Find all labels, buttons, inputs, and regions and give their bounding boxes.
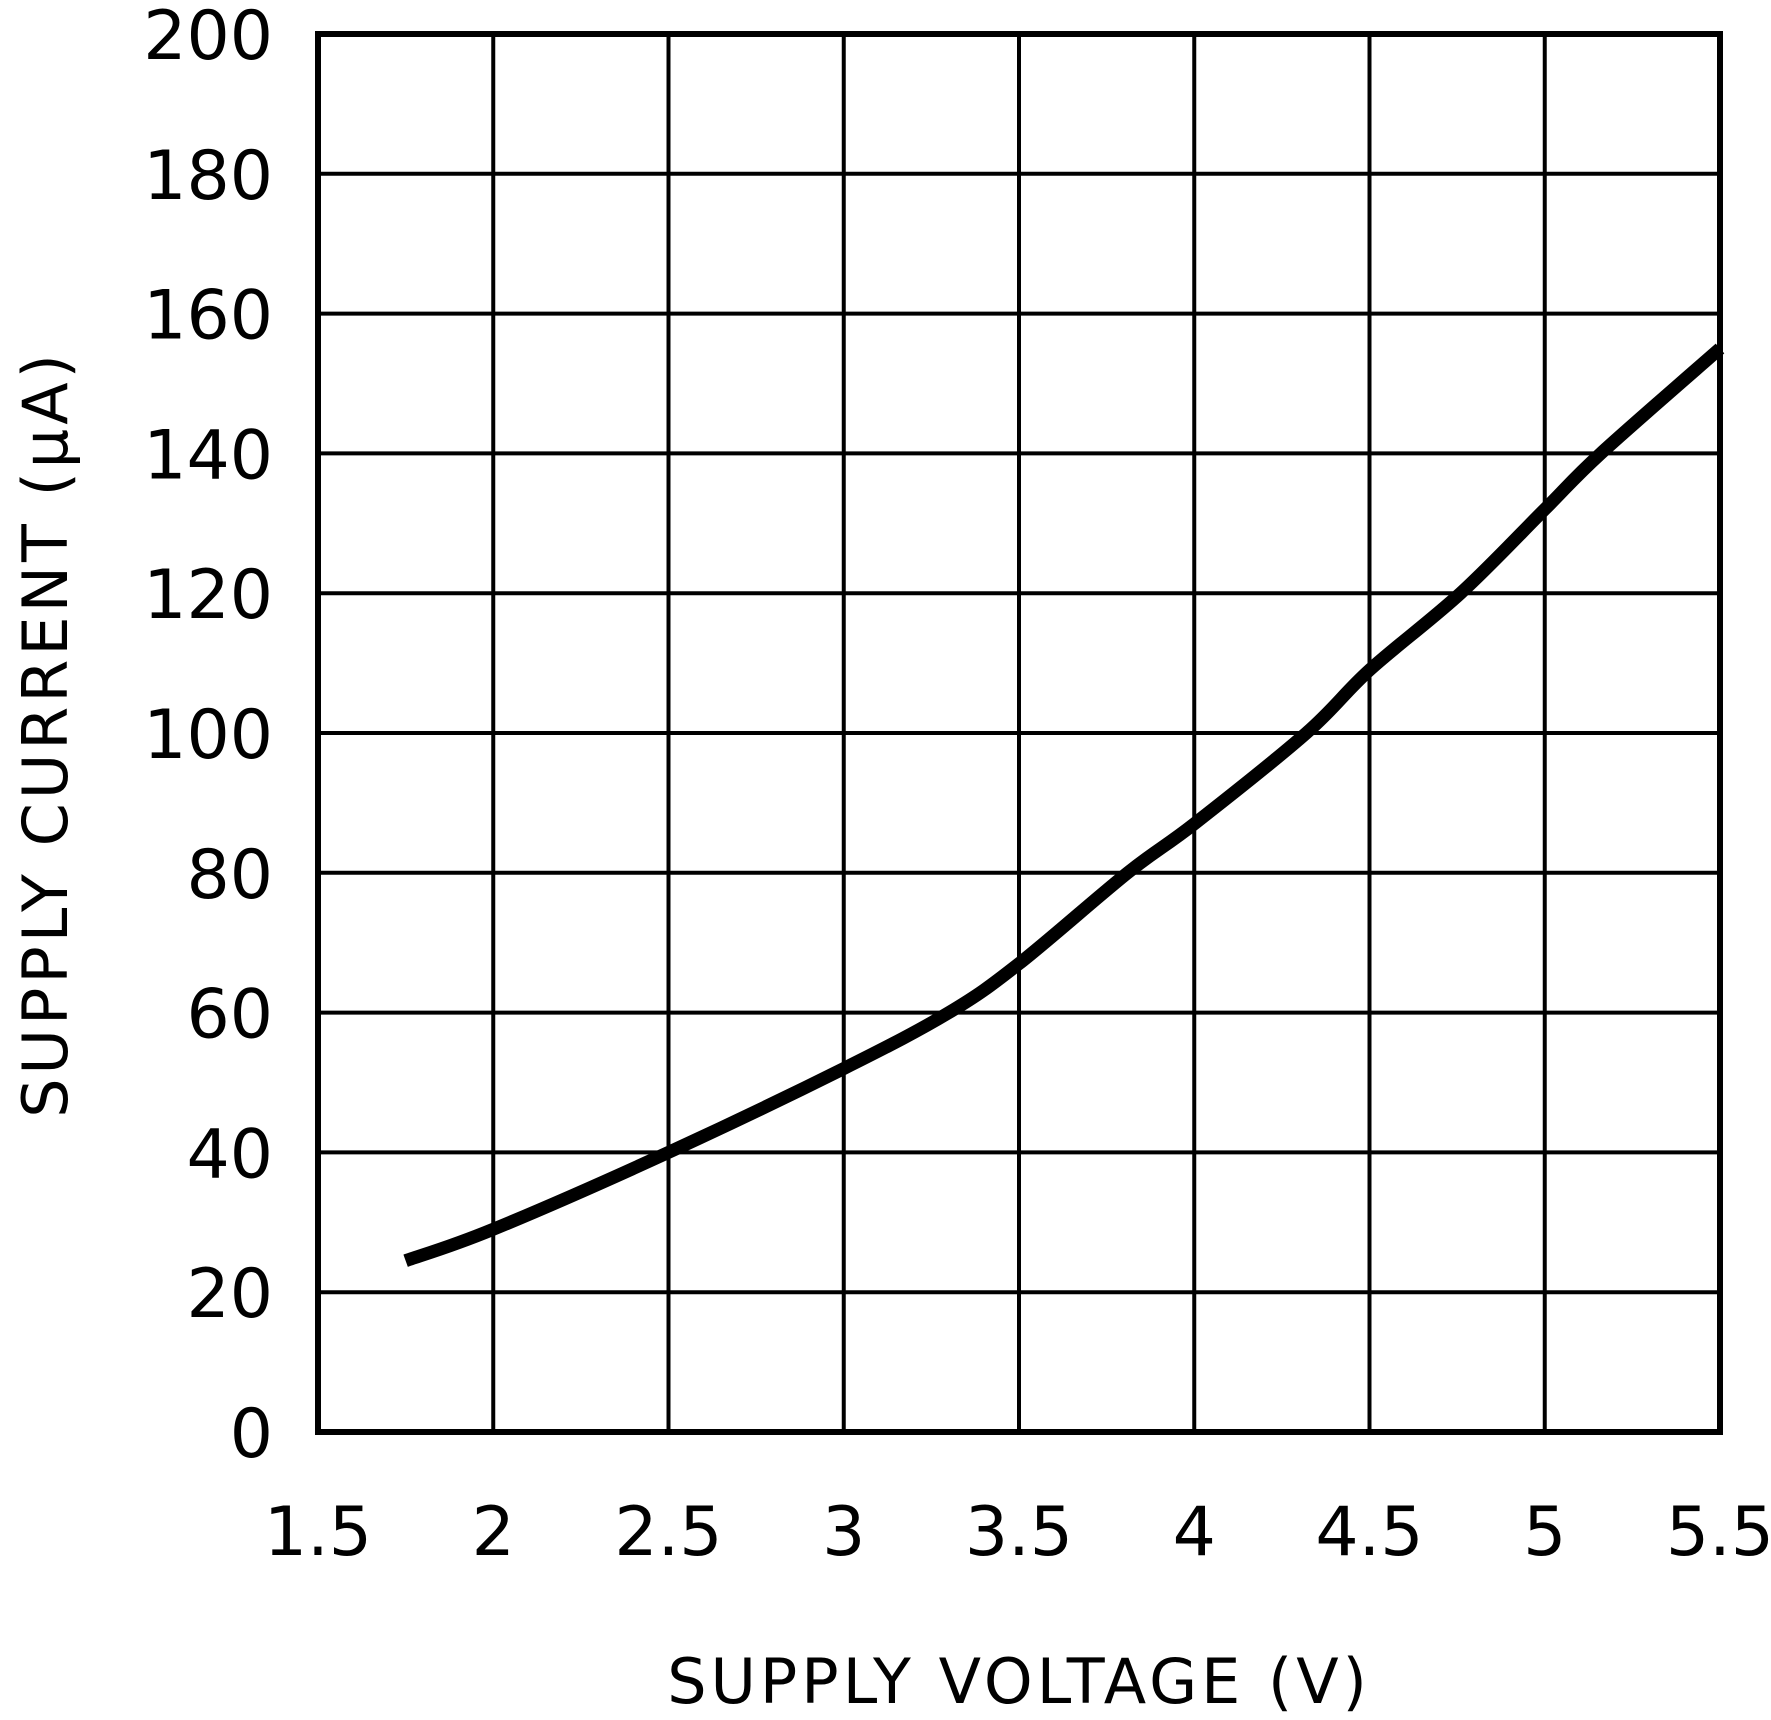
- y-tick-label: 0: [230, 1395, 273, 1474]
- x-axis-label: SUPPLY VOLTAGE (V): [667, 1645, 1371, 1718]
- x-tick-label: 4.5: [1315, 1493, 1423, 1572]
- x-tick-label: 5.5: [1666, 1493, 1771, 1572]
- x-tick-labels: 1.5 2 2.5 3 3.5 4 4.5 5 5.5: [264, 1493, 1771, 1572]
- x-tick-label: 1.5: [264, 1493, 372, 1572]
- y-tick-label: 100: [143, 696, 273, 775]
- x-tick-label: 2.5: [614, 1493, 722, 1572]
- y-tick-label: 200: [143, 0, 273, 76]
- x-tick-label: 3: [822, 1493, 865, 1572]
- y-tick-label: 40: [186, 1115, 273, 1194]
- x-tick-label: 3.5: [965, 1493, 1073, 1572]
- grid: [315, 31, 1723, 1435]
- y-tick-label: 60: [186, 976, 273, 1055]
- y-tick-label: 80: [186, 836, 273, 915]
- y-tick-label: 20: [186, 1255, 273, 1334]
- y-tick-label: 180: [143, 137, 273, 216]
- series-line: [403, 343, 1725, 1267]
- plot-frame: [315, 31, 1723, 1435]
- y-tick-label: 160: [143, 277, 273, 356]
- x-tick-label: 5: [1523, 1493, 1566, 1572]
- y-tick-labels: 0 20 40 60 80 100 120 140 160 180 200: [143, 0, 273, 1474]
- series-layer: [403, 343, 1725, 1267]
- x-tick-label: 4: [1173, 1493, 1216, 1572]
- y-tick-label: 120: [143, 556, 273, 635]
- y-axis-label: SUPPLY CURRENT (μA): [9, 350, 82, 1118]
- y-tick-label: 140: [143, 416, 273, 495]
- x-tick-label: 2: [472, 1493, 515, 1572]
